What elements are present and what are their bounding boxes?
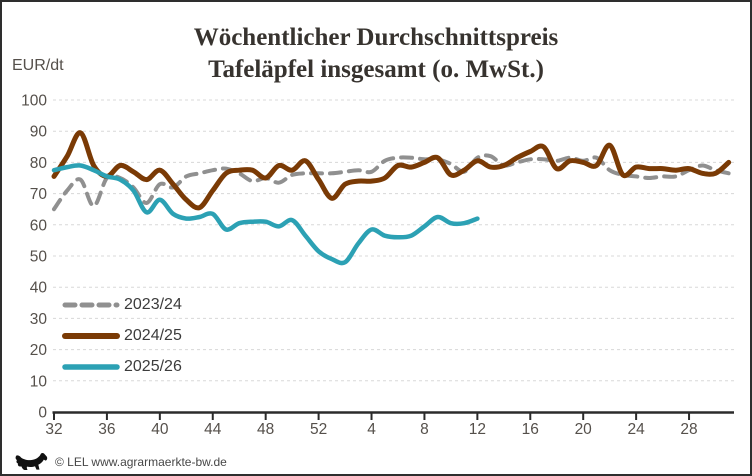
footer-credit-text: © LEL www.agrarmaerkte-bw.de (55, 454, 227, 469)
chart-title-line1: Wöchentlicher Durchschnittspreis (193, 24, 559, 51)
svg-text:36: 36 (98, 421, 115, 438)
legend-item-2025-26: 2025/26 (62, 351, 182, 382)
svg-text:10: 10 (30, 373, 48, 390)
svg-text:32: 32 (45, 421, 62, 438)
svg-text:16: 16 (522, 421, 539, 438)
legend-label-2024-25: 2024/25 (124, 326, 182, 344)
y-axis-labels: 0 10 20 30 40 50 60 70 80 90 100 (21, 93, 47, 422)
series-line-2023-24 (52, 153, 731, 212)
svg-text:70: 70 (30, 186, 48, 203)
svg-text:48: 48 (257, 421, 274, 438)
legend-line-2024-25-icon (62, 332, 120, 339)
svg-text:40: 40 (30, 280, 48, 297)
legend-line-2023-24-icon (62, 302, 120, 307)
svg-text:20: 20 (30, 342, 48, 359)
bw-lion-icon (15, 452, 48, 470)
svg-text:8: 8 (420, 421, 429, 438)
x-axis-labels: 32 36 40 44 48 52 4 8 12 16 20 24 28 (45, 421, 697, 438)
svg-text:30: 30 (30, 311, 48, 328)
series-line-2024-25 (51, 130, 732, 211)
svg-text:12: 12 (469, 421, 486, 438)
svg-text:24: 24 (627, 421, 645, 438)
svg-text:0: 0 (38, 405, 47, 422)
legend: 2023/24 2024/25 2025/26 (62, 289, 182, 382)
svg-text:44: 44 (204, 421, 222, 438)
svg-text:50: 50 (30, 249, 48, 266)
svg-text:40: 40 (151, 421, 169, 438)
y-axis-unit-label: EUR/dt (12, 57, 64, 74)
svg-text:60: 60 (30, 217, 48, 234)
legend-line-2025-26-icon (62, 363, 120, 370)
legend-item-2024-25: 2024/25 (62, 320, 182, 351)
svg-text:80: 80 (30, 155, 48, 172)
footer-credit: © LEL www.agrarmaerkte-bw.de (14, 452, 227, 471)
svg-text:90: 90 (30, 124, 48, 141)
chart-title-line2: Tafeläpfel insgesamt (o. MwSt.) (208, 56, 544, 83)
series-line-2025-26 (51, 163, 480, 266)
svg-text:28: 28 (680, 421, 697, 438)
legend-label-2025-26: 2025/26 (124, 357, 182, 375)
legend-label-2023-24: 2023/24 (124, 295, 182, 313)
svg-text:4: 4 (367, 421, 376, 438)
svg-text:20: 20 (575, 421, 593, 438)
chart-title: Wöchentlicher Durchschnittspreis Tafeläp… (2, 22, 750, 86)
svg-text:100: 100 (21, 93, 47, 110)
svg-text:52: 52 (310, 421, 327, 438)
x-axis (52, 411, 734, 420)
legend-item-2023-24: 2023/24 (62, 289, 182, 320)
